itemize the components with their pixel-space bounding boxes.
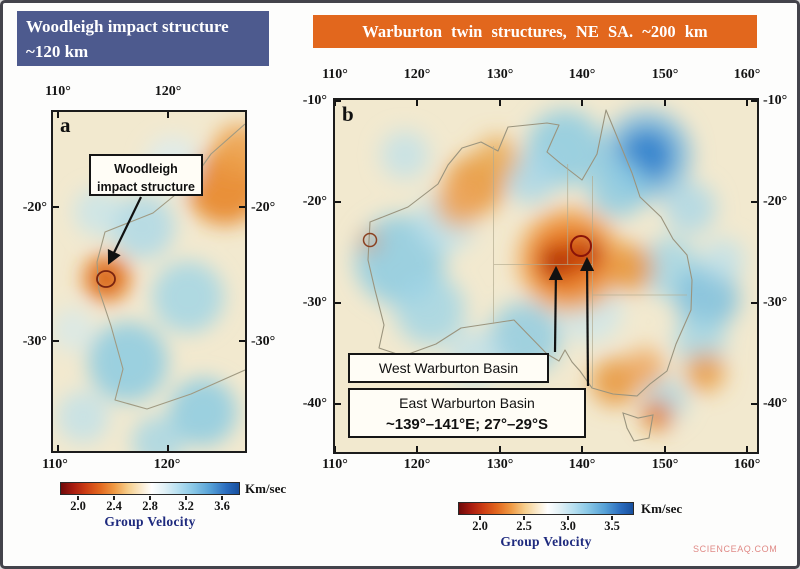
axis-label: 110° (45, 84, 71, 99)
axis-label: -10° (302, 93, 327, 108)
colorbar-tickmark (611, 516, 613, 520)
axis-label: 130° (486, 67, 514, 82)
west-warburton-callout-box: West Warburton Basin (348, 353, 549, 383)
colorbar-tickmark (523, 516, 525, 520)
panel-a-letter: a (60, 113, 71, 137)
axis-label: 110° (322, 67, 348, 82)
woodleigh-callout-box: Woodleigh impact structure (89, 154, 203, 196)
colorbar-tick-label: 2.0 (472, 519, 488, 533)
colorbar-tickmark (77, 496, 79, 500)
east-warburton-line1: East Warburton Basin (399, 395, 535, 411)
axis-label: -30° (763, 295, 788, 310)
axis-label: 110° (322, 457, 348, 472)
panel-a-title-banner: Woodleigh impact structure ~120 km (17, 11, 269, 66)
colorbar-caption: Group Velocity (104, 514, 196, 529)
axis-label: 120° (154, 84, 182, 99)
australia-coastline (367, 109, 693, 397)
tasmania-coastline (622, 412, 654, 442)
woodleigh-callout-line1: Woodleigh (114, 162, 178, 176)
woodleigh-reference-circle (362, 232, 378, 248)
east-warburton-coordinates: ~139°–141°E; 27°–29°S (385, 416, 549, 433)
colorbar-tick-label: 2.0 (70, 499, 86, 513)
panel-b-letter: b (342, 102, 354, 126)
state-borders (493, 146, 687, 388)
panel-a-title-line1: Woodleigh impact structure (26, 17, 229, 36)
axis-label: 120° (403, 67, 431, 82)
colorbar-tickmark (185, 496, 187, 500)
colorbar-tickmark (149, 496, 151, 500)
colorbar-tick-label: 3.2 (178, 499, 194, 513)
axis-label: 160° (733, 457, 761, 472)
colorbar-caption: Group Velocity (500, 534, 592, 549)
colorbar-unit: Km/sec (641, 501, 683, 516)
panel-a-title-line2: ~120 km (26, 41, 89, 61)
colorbar-tick-label: 3.5 (604, 519, 620, 533)
colorbar-tickmark (479, 516, 481, 520)
colorbar-tick-label: 2.5 (516, 519, 532, 533)
axis-label: -30° (302, 295, 327, 310)
axis-label: 120° (403, 457, 431, 472)
axis-label: -30° (251, 334, 276, 349)
colorbar-tick-label: 3.6 (214, 499, 230, 513)
woodleigh-structure-circle (96, 270, 116, 288)
colorbar-tickmark (221, 496, 223, 500)
axis-label: -40° (302, 396, 327, 411)
east-warburton-callout-box: East Warburton Basin ~139°–141°E; 27°–29… (348, 388, 586, 438)
colorbar-tickmark (567, 516, 569, 520)
panel-b-colorbar (458, 502, 634, 515)
colorbar-unit: Km/sec (245, 481, 287, 496)
axis-label: 150° (651, 457, 679, 472)
colorbar-tick-label: 3.0 (560, 519, 576, 533)
panel-b-title-banner: Warburton twin structures, NE SA. ~200 k… (313, 15, 757, 48)
watermark: SCIENCEAQ.COM (693, 544, 778, 554)
woodleigh-callout-line2: impact structure (97, 180, 195, 195)
axis-label: -40° (763, 396, 788, 411)
panel-a-axis-ticks (53, 112, 245, 451)
axis-label: -10° (763, 93, 788, 108)
axis-label: -20° (251, 200, 276, 215)
axis-label: -20° (302, 194, 327, 209)
axis-label: -30° (22, 334, 47, 349)
axis-label: 150° (651, 67, 679, 82)
axis-label: 160° (733, 67, 761, 82)
warburton-structure-circle (570, 235, 592, 257)
panel-a-colorbar (60, 482, 240, 495)
axis-label: -20° (22, 200, 47, 215)
colorbar-tickmark (113, 496, 115, 500)
axis-label: 130° (486, 457, 514, 472)
panel-b-axis-ticks (335, 100, 757, 452)
axis-label: 140° (568, 67, 596, 82)
colorbar-tick-label: 2.4 (106, 499, 122, 513)
colorbar-tick-label: 2.8 (142, 499, 158, 513)
axis-label: 140° (568, 457, 596, 472)
axis-label: 120° (153, 457, 181, 472)
axis-label: 110° (42, 457, 68, 472)
axis-label: -20° (763, 194, 788, 209)
